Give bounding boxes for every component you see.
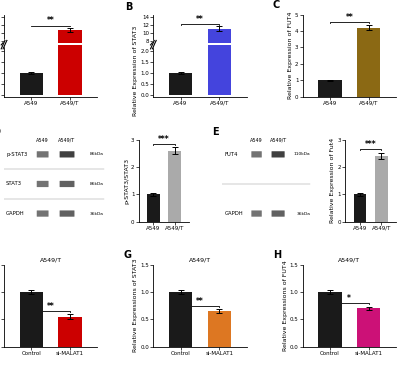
Bar xyxy=(20,73,43,95)
Y-axis label: Relative Expressions of STAT3: Relative Expressions of STAT3 xyxy=(133,259,138,353)
Text: GAPDH: GAPDH xyxy=(224,211,243,216)
Text: 36kDa: 36kDa xyxy=(296,212,310,216)
FancyBboxPatch shape xyxy=(272,211,285,217)
Text: **: ** xyxy=(346,12,353,22)
Bar xyxy=(168,150,181,222)
FancyBboxPatch shape xyxy=(60,211,74,217)
FancyBboxPatch shape xyxy=(37,181,48,187)
FancyBboxPatch shape xyxy=(251,211,262,217)
Y-axis label: Relative Expressions of FUT4: Relative Expressions of FUT4 xyxy=(283,260,288,351)
Bar xyxy=(169,69,192,73)
Text: B: B xyxy=(125,3,133,12)
Bar xyxy=(354,195,366,222)
Bar xyxy=(58,316,82,347)
Bar xyxy=(208,311,231,347)
Text: ***: *** xyxy=(158,135,170,143)
Bar xyxy=(357,308,380,347)
Bar xyxy=(318,80,342,97)
Text: C: C xyxy=(273,0,280,10)
Title: A549/T: A549/T xyxy=(40,258,62,263)
Text: GAPDH: GAPDH xyxy=(6,211,25,216)
Text: **: ** xyxy=(47,302,54,311)
Text: 86kDa: 86kDa xyxy=(90,182,104,186)
Text: A549/T: A549/T xyxy=(270,138,287,143)
Text: A549: A549 xyxy=(36,138,49,143)
Bar xyxy=(147,195,160,222)
FancyBboxPatch shape xyxy=(37,211,48,217)
Text: E: E xyxy=(212,127,218,138)
FancyBboxPatch shape xyxy=(37,151,48,157)
FancyBboxPatch shape xyxy=(60,151,74,157)
Title: A549/T: A549/T xyxy=(189,258,211,263)
Bar xyxy=(208,0,231,95)
Text: **: ** xyxy=(47,16,54,25)
Bar xyxy=(169,292,192,347)
Text: **: ** xyxy=(196,297,204,306)
Text: 36kDa: 36kDa xyxy=(90,212,104,216)
Y-axis label: p-STAT3/STAT3: p-STAT3/STAT3 xyxy=(124,158,129,204)
Title: A549/T: A549/T xyxy=(338,258,360,263)
Y-axis label: Relative Expression of STAT3: Relative Expression of STAT3 xyxy=(133,26,138,116)
FancyBboxPatch shape xyxy=(60,181,74,187)
Bar xyxy=(169,73,192,95)
Text: FUT4: FUT4 xyxy=(224,152,238,157)
Y-axis label: Relative Expression of Fut4: Relative Expression of Fut4 xyxy=(330,138,336,223)
Bar xyxy=(20,292,43,347)
Y-axis label: Relative Expression of FUT4: Relative Expression of FUT4 xyxy=(288,12,293,99)
Bar xyxy=(208,28,231,73)
Text: A549/T: A549/T xyxy=(58,138,76,143)
Bar xyxy=(58,30,82,73)
Text: H: H xyxy=(273,250,281,260)
Text: ***: *** xyxy=(365,140,376,149)
Text: G: G xyxy=(124,250,132,260)
Text: *: * xyxy=(347,294,351,303)
Text: **: ** xyxy=(196,15,204,24)
Text: 110kDa: 110kDa xyxy=(294,152,310,156)
Text: 86kDa: 86kDa xyxy=(90,152,104,156)
Bar xyxy=(58,0,82,95)
Bar xyxy=(375,156,388,222)
Bar xyxy=(318,292,342,347)
Bar xyxy=(357,28,380,97)
Text: A549: A549 xyxy=(250,138,263,143)
Text: STAT3: STAT3 xyxy=(6,181,22,187)
FancyBboxPatch shape xyxy=(272,151,285,157)
FancyBboxPatch shape xyxy=(251,151,262,157)
Text: p-STAT3: p-STAT3 xyxy=(6,152,27,157)
Bar xyxy=(20,69,43,73)
